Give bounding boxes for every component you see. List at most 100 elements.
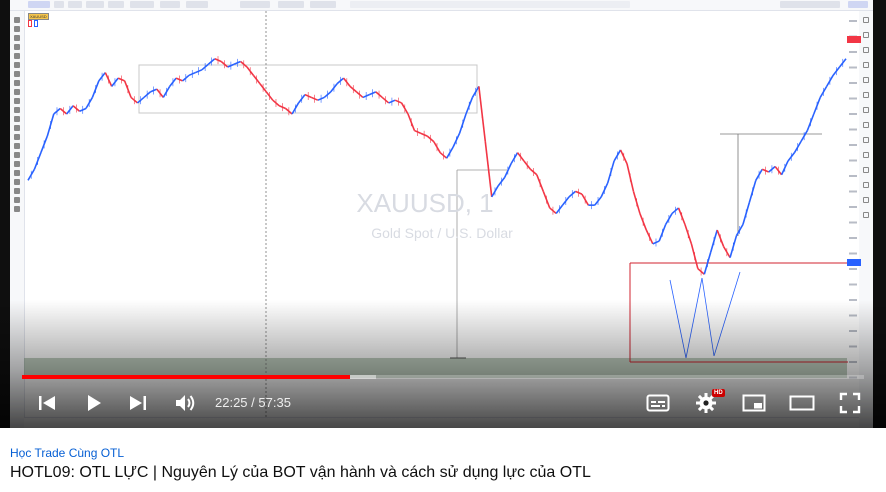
price-scale	[846, 11, 859, 417]
skip-next-icon	[130, 396, 146, 410]
drawing-tool-icon	[14, 71, 20, 77]
widget-icon	[863, 212, 869, 218]
drawing-tool-icon	[14, 53, 20, 59]
last-price-label	[847, 36, 861, 43]
drawing-tool-icon	[14, 44, 20, 50]
drawing-tool-icon	[14, 206, 20, 212]
widget-icon	[863, 152, 869, 158]
miniplayer-button[interactable]	[739, 388, 769, 418]
fullscreen-icon	[839, 392, 861, 414]
current-time: 22:25	[215, 395, 248, 410]
price-tick-label	[849, 330, 857, 332]
previous-button[interactable]	[32, 388, 62, 418]
time-separator: /	[247, 395, 259, 410]
miniplayer-icon	[742, 394, 766, 412]
settings-button[interactable]	[691, 388, 721, 418]
drawing-tool-icon	[14, 116, 20, 122]
price-tick-label	[849, 237, 857, 239]
price-tick-label	[849, 82, 857, 84]
video-frame[interactable]: XAUUSD ​​ XAUUSD, 1 Gold Spot / U.S. Doll…	[10, 0, 873, 428]
price-tick-label	[849, 314, 857, 317]
supply-box	[138, 64, 478, 114]
price-tick-label	[849, 206, 857, 208]
price-tick-label	[849, 51, 857, 53]
widget-icon	[863, 32, 869, 38]
fullscreen-button[interactable]	[835, 388, 865, 418]
trend-line	[713, 271, 741, 357]
time-axis	[24, 417, 859, 428]
toolbar-item	[108, 1, 124, 8]
price-tick-label	[849, 128, 857, 131]
widget-icon	[863, 107, 869, 113]
toolbar-item	[780, 1, 840, 8]
gear-icon	[696, 393, 716, 413]
hd-badge: HD	[712, 389, 725, 397]
drawing-tools-strip	[350, 1, 630, 8]
toolbar-item	[278, 1, 304, 8]
volume-icon	[176, 395, 195, 411]
widget-icon	[863, 137, 869, 143]
widget-icon	[863, 92, 869, 98]
widget-icon	[863, 62, 869, 68]
progress-bar[interactable]	[22, 375, 864, 379]
price-tick-label	[849, 97, 857, 100]
trend-line	[701, 277, 715, 357]
drawing-tool-icon	[14, 143, 20, 149]
theater-mode-button[interactable]	[787, 388, 817, 418]
channel-name-link[interactable]: Học Trade Cùng OTL	[10, 446, 125, 460]
price-tick-label	[849, 175, 857, 177]
price-label	[847, 259, 861, 266]
drawing-tool-icon	[14, 152, 20, 158]
chart-legend: XAUUSD ​​	[28, 13, 51, 27]
price-tick-label	[849, 283, 857, 286]
publish-button	[848, 1, 868, 8]
trend-line	[685, 277, 703, 359]
drawing-tool-icon	[14, 80, 20, 86]
symbol-label: XAUUSD	[28, 13, 49, 20]
price-tick-label	[849, 252, 857, 255]
widget-icon	[863, 77, 869, 83]
widget-icon	[863, 167, 869, 173]
play-button[interactable]	[78, 388, 108, 418]
mute-button[interactable]	[170, 388, 200, 418]
toolbar-item	[160, 1, 180, 8]
price-tick-label	[849, 159, 857, 162]
trend-line	[669, 279, 687, 359]
theater-mode-icon	[789, 395, 815, 411]
price-tick-label	[849, 66, 857, 69]
drawing-tool-icon	[14, 98, 20, 104]
toolbar-item	[86, 1, 104, 8]
price-tick-label	[849, 345, 857, 348]
drawing-tool-icon	[14, 26, 20, 32]
toolbar-item	[68, 1, 82, 8]
buy-price-box: ​	[34, 20, 38, 27]
price-chart[interactable]: XAUUSD, 1 Gold Spot / U.S. Dollar	[10, 0, 873, 428]
video-title: HOTL09: OTL LỰC | Nguyên Lý của BOT vận …	[10, 464, 591, 481]
skip-previous-icon	[39, 396, 55, 410]
widget-icon	[863, 17, 869, 23]
video-player[interactable]: XAUUSD ​​ XAUUSD, 1 Gold Spot / U.S. Doll…	[0, 0, 886, 428]
symbol-search-button	[28, 1, 50, 8]
duration: 57:35	[258, 395, 291, 410]
price-tick-label	[849, 113, 857, 115]
price-tick-label	[849, 268, 857, 270]
price-tick-label	[849, 190, 857, 193]
drawing-tool-icon	[14, 62, 20, 68]
price-tick-label	[849, 361, 857, 363]
price-tick-label	[849, 299, 857, 301]
toolbar-item	[54, 1, 64, 8]
next-button[interactable]	[123, 388, 153, 418]
widget-icon	[863, 182, 869, 188]
time-display: 22:25 / 57:35	[215, 395, 291, 410]
drawing-tool-icon	[14, 89, 20, 95]
price-tick-label	[849, 144, 857, 146]
drawing-tool-icon	[14, 188, 20, 194]
drawing-tool-icon	[14, 35, 20, 41]
drawing-tool-icon	[14, 134, 20, 140]
drawing-tool-icon	[14, 107, 20, 113]
subtitles-button[interactable]	[643, 388, 673, 418]
drawing-tool-icon	[14, 125, 20, 131]
widget-icon	[863, 122, 869, 128]
drawing-tool-icon	[14, 161, 20, 167]
toolbar-item	[240, 1, 270, 8]
